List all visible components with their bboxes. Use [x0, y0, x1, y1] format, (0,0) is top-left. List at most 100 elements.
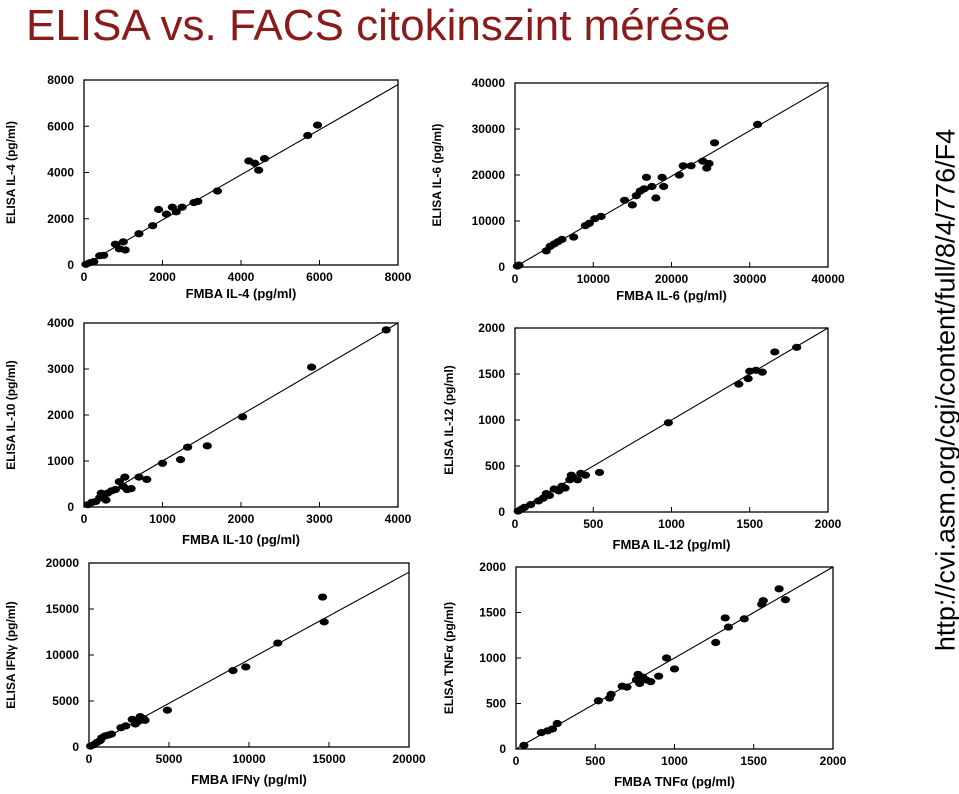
x-tick-label: 0 — [86, 752, 93, 766]
data-point — [153, 205, 164, 214]
data-point — [381, 326, 391, 334]
y-tick-label: 4000 — [47, 166, 74, 180]
x-tick-label: 1500 — [740, 754, 767, 768]
data-point — [134, 230, 144, 238]
data-point — [307, 363, 317, 371]
data-point — [584, 219, 594, 227]
data-point — [573, 476, 583, 484]
y-axis-label: ELISA IL-4 (pg/ml) — [4, 121, 18, 224]
data-point — [734, 380, 744, 388]
y-tick-label: 5000 — [52, 694, 79, 708]
regression-line — [83, 84, 399, 266]
data-point — [580, 471, 591, 479]
data-point — [212, 187, 223, 195]
data-point — [254, 166, 264, 174]
x-tick-label: 0 — [81, 270, 88, 284]
x-tick-label: 0 — [512, 517, 519, 531]
data-point — [752, 120, 763, 128]
il6-scatter-plot: 0 10000 20000 30000 40000 0 10000 20000 30000 400… — [430, 76, 845, 303]
x-tick-label: 2000 — [815, 517, 842, 531]
y-tick-label: 30000 — [472, 122, 506, 136]
data-point — [723, 623, 733, 631]
data-point — [193, 197, 203, 206]
data-point — [560, 484, 570, 492]
y-tick-label: 1000 — [479, 651, 506, 665]
data-point — [526, 501, 536, 509]
data-point — [641, 173, 652, 181]
y-tick-label: 0 — [498, 260, 505, 274]
data-point — [635, 679, 645, 688]
x-tick-label: 5000 — [156, 752, 183, 766]
data-point — [674, 171, 684, 179]
data-point — [739, 615, 749, 623]
y-tick-label: 20000 — [472, 168, 506, 182]
data-point — [183, 443, 193, 451]
x-tick-label: 20000 — [655, 272, 689, 286]
y-tick-label: 15000 — [46, 602, 80, 616]
data-point — [663, 419, 673, 427]
data-point — [651, 194, 661, 202]
data-point — [594, 468, 605, 477]
data-point — [622, 683, 632, 691]
y-tick-label: 500 — [485, 459, 505, 473]
data-point — [758, 597, 768, 605]
data-point — [134, 473, 144, 481]
y-tick-label: 2000 — [47, 212, 74, 226]
data-point — [148, 222, 158, 230]
data-point — [757, 368, 767, 376]
regression-line — [514, 84, 829, 268]
data-point — [273, 639, 283, 647]
data-point — [596, 212, 606, 220]
y-axis-label: ELISA IL-10 (pg/ml) — [4, 360, 18, 470]
data-point — [770, 348, 780, 356]
y-tick-label: 1500 — [479, 606, 506, 620]
x-axis-label: FMBA IL-4 (pg/ml) — [186, 286, 297, 301]
il12-scatter-plot: 0 500 1000 1500 2000 0 500 1000 1500 2000 FMBA IL-… — [442, 321, 841, 552]
y-tick-label: 0 — [67, 258, 74, 272]
x-tick-label: 1000 — [658, 517, 685, 531]
data-point — [593, 697, 604, 705]
x-tick-label: 10000 — [577, 272, 611, 286]
x-tick-label: 4000 — [385, 512, 412, 526]
data-point — [720, 614, 730, 622]
y-axis-label: ELISA TNFα (pg/ml) — [442, 602, 456, 714]
y-tick-label: 0 — [72, 740, 79, 754]
y-tick-label: 10000 — [46, 648, 80, 662]
y-tick-label: 500 — [486, 697, 506, 711]
data-point — [647, 182, 657, 191]
y-tick-label: 3000 — [47, 362, 74, 376]
data-point — [259, 155, 270, 163]
data-point — [202, 442, 212, 450]
x-tick-label: 500 — [583, 517, 603, 531]
y-tick-label: 2000 — [47, 408, 74, 422]
x-tick-label: 1000 — [661, 754, 688, 768]
y-tick-label: 4000 — [47, 316, 74, 330]
data-point — [669, 665, 680, 673]
data-point — [552, 719, 562, 728]
il4-scatter-plot: 0 2000 4000 6000 8000 0 2000 4000 6000 8000 FMBA I… — [4, 73, 411, 301]
data-point — [743, 375, 753, 383]
data-point — [157, 459, 168, 467]
x-tick-label: 15000 — [312, 752, 346, 766]
x-tick-label: 30000 — [733, 272, 767, 286]
data-point — [709, 139, 720, 147]
data-point — [686, 162, 696, 170]
data-point — [711, 638, 721, 647]
y-tick-label: 1000 — [478, 413, 505, 427]
data-point — [657, 173, 667, 181]
x-tick-label: 2000 — [149, 270, 176, 284]
data-point — [101, 496, 111, 504]
y-tick-label: 0 — [67, 500, 74, 514]
x-tick-label: 2000 — [820, 754, 847, 768]
data-point — [228, 667, 238, 675]
data-point — [780, 596, 791, 604]
plot-frame — [83, 79, 399, 266]
data-point — [161, 210, 172, 218]
data-point — [241, 663, 251, 671]
x-tick-label: 10000 — [232, 752, 266, 766]
il10-scatter-plot: 0 1000 2000 3000 4000 0 1000 2000 3000 4000 FMBA I… — [4, 316, 411, 547]
data-point — [569, 233, 579, 241]
data-point — [237, 413, 248, 421]
x-axis-label: FMBA IL-12 (pg/ml) — [613, 537, 731, 552]
